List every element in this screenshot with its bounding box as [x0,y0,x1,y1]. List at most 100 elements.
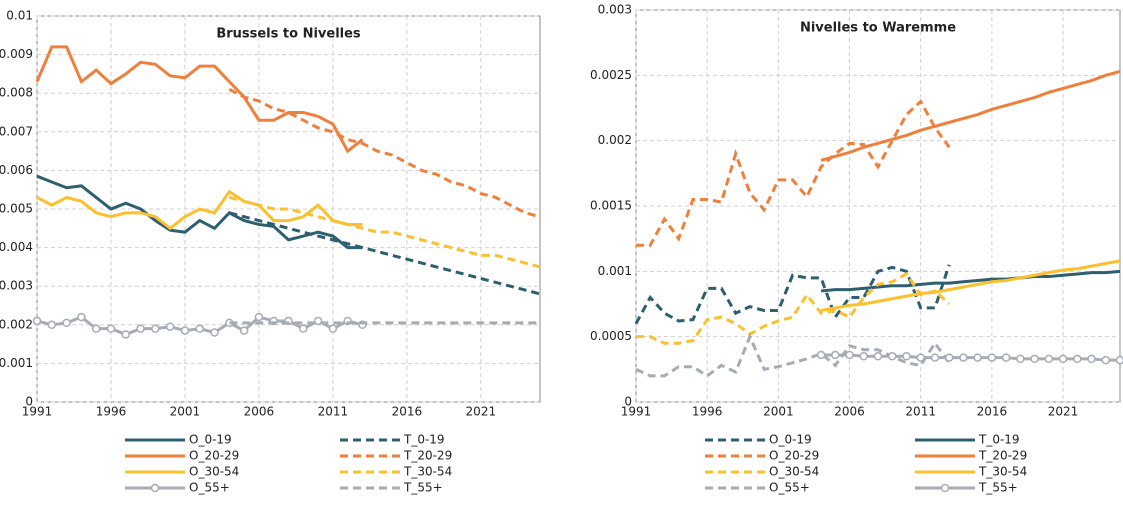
series-line [37,47,362,151]
y-tick-label: 0.0025 [590,68,632,82]
series-line [229,197,540,266]
point [78,314,85,321]
legend-label: O_0-19 [769,433,812,447]
legend-marker [152,485,159,492]
legend-label: T_30-54 [978,465,1027,479]
x-tick-label: 2011 [905,405,936,419]
y-tick-label: 0.01 [6,9,33,23]
y-tick-label: 0.0015 [590,199,632,213]
series-line [821,271,1120,291]
series-line [821,71,1120,160]
x-tick-label: 1991 [22,405,53,419]
point [300,325,307,332]
point [1117,357,1123,364]
legend-label: T_30-54 [403,465,452,479]
point [875,353,882,360]
x-tick-label: 2001 [170,405,201,419]
point [63,319,70,326]
legend-label: T_0-19 [978,433,1020,447]
point [241,327,248,334]
y-tick-label: 0.006 [0,163,33,177]
x-tick-label: 2006 [834,405,865,419]
point [903,353,910,360]
series-line [821,261,1120,311]
legend-label: O_55+ [769,481,810,495]
point [137,325,144,332]
legend-label: O_20-29 [769,449,819,463]
x-tick-label: 2021 [1048,405,1079,419]
x-tick-label: 1991 [621,405,652,419]
series-line [37,176,362,247]
series-line [636,101,949,245]
series-line [636,265,949,324]
x-tick-label: 2001 [763,405,794,419]
point [34,317,41,324]
legend-label: O_0-19 [189,433,232,447]
y-tick-label: 0.002 [598,133,632,147]
series-line [229,213,540,294]
point [960,354,967,361]
point [255,314,262,321]
point [1017,355,1024,362]
point [860,353,867,360]
legend-label: T_55+ [403,481,443,495]
y-tick-label: 0.008 [0,86,33,100]
series-line [37,192,362,229]
legend-label: O_30-54 [769,465,819,479]
legend-label: T_0-19 [403,433,445,447]
chart-title: Nivelles to Waremme [800,21,956,36]
x-tick-label: 2011 [318,405,349,419]
legend-marker [942,485,949,492]
point [329,325,336,332]
y-tick-label: 0.003 [0,279,33,293]
x-tick-label: 1996 [96,405,127,419]
legend-label: T_55+ [978,481,1018,495]
point [832,351,839,358]
point [107,325,114,332]
chart-title: Brussels to Nivelles [216,27,361,42]
point [1031,355,1038,362]
point [93,325,100,332]
legend-label: O_30-54 [189,465,239,479]
x-tick-label: 2021 [466,405,497,419]
y-tick-label: 0.007 [0,124,33,138]
y-tick-label: 0.004 [0,240,33,254]
point [122,331,129,338]
legend-label: T_20-29 [403,449,452,463]
y-tick-label: 0.005 [0,202,33,216]
x-tick-label: 1996 [692,405,723,419]
point [1102,357,1109,364]
point [846,351,853,358]
point [196,325,203,332]
y-tick-label: 0.0005 [590,329,632,343]
point [152,325,159,332]
y-tick-label: 0.001 [598,264,632,278]
y-tick-label: 0.009 [0,47,33,61]
point [1074,355,1081,362]
point [818,351,825,358]
point [1045,355,1052,362]
x-tick-label: 2016 [977,405,1008,419]
point [1060,355,1067,362]
point [974,354,981,361]
y-tick-label: 0.001 [0,356,33,370]
point [211,329,218,336]
point [1003,354,1010,361]
y-tick-label: 0.003 [598,3,632,17]
point [181,327,188,334]
x-tick-label: 2006 [244,405,275,419]
point [167,323,174,330]
point [48,321,55,328]
legend-label: T_20-29 [978,449,1027,463]
legend-label: O_55+ [189,481,230,495]
point [1088,355,1095,362]
y-tick-label: 0.002 [0,317,33,331]
point [917,354,924,361]
point [946,354,953,361]
point [988,354,995,361]
legend-label: O_20-29 [189,449,239,463]
point [931,354,938,361]
x-tick-label: 2016 [392,405,423,419]
series-line [229,89,540,216]
